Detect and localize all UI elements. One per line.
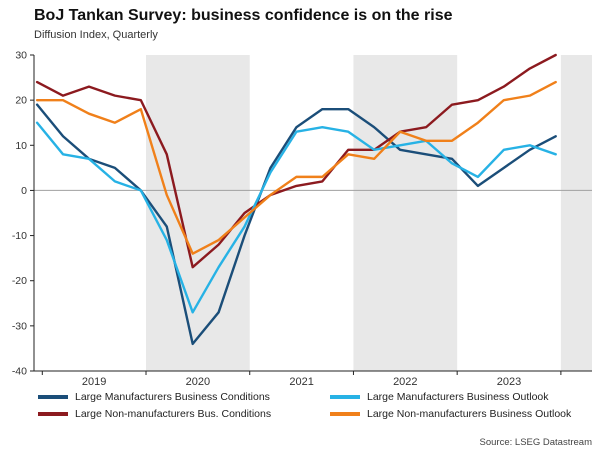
y-tick-label: 20 (15, 95, 27, 107)
y-tick-label: 0 (21, 185, 27, 197)
y-tick-label: -10 (12, 230, 27, 242)
year-shading-band (560, 55, 592, 371)
chart-header: BoJ Tankan Survey: business confidence i… (0, 0, 600, 41)
year-shading-band (146, 55, 250, 371)
year-shading-band (353, 55, 458, 371)
y-tick-label: 10 (15, 140, 27, 152)
x-tick-label: 2019 (82, 376, 106, 388)
x-tick-label: 2023 (497, 376, 521, 388)
chart-legend: Large Manufacturers Business Conditions … (0, 389, 600, 420)
x-tick-label: 2021 (289, 376, 313, 388)
y-tick-label: 30 (15, 50, 27, 62)
legend-label: Large Manufacturers Business Outlook (367, 391, 549, 403)
series-line-2 (35, 121, 557, 314)
legend-item: Large Non-manufacturers Bus. Conditions (38, 408, 330, 420)
series-line-1 (35, 53, 557, 269)
chart-title: BoJ Tankan Survey: business confidence i… (34, 7, 453, 24)
series-line-0 (35, 103, 557, 346)
legend-item: Large Non-manufacturers Business Outlook (330, 408, 592, 420)
y-tick-label: -20 (12, 275, 27, 287)
legend-label: Large Manufacturers Business Conditions (75, 391, 270, 403)
source-credit: Source: LSEG Datastream (479, 437, 592, 448)
legend-item: Large Manufacturers Business Outlook (330, 391, 592, 403)
legend-swatch (38, 395, 68, 399)
tankan-line-chart: 30 20 10 0 -10 -20 -30 -40 2019 2020 2021 2022 2023 (12, 50, 592, 388)
legend-label: Large Non-manufacturers Bus. Conditions (75, 408, 272, 420)
legend-label: Large Non-manufacturers Business Outlook (367, 408, 572, 420)
y-tick-label: -40 (12, 366, 27, 378)
legend-swatch (330, 395, 360, 399)
chart-subtitle: Diffusion Index, Quarterly (34, 29, 158, 41)
y-tick-label: -30 (12, 320, 27, 332)
x-tick-label: 2022 (393, 376, 417, 388)
x-tick-label: 2020 (186, 376, 210, 388)
legend-swatch (330, 412, 360, 416)
legend-item: Large Manufacturers Business Conditions (38, 391, 330, 403)
legend-swatch (38, 412, 68, 416)
series-line-3 (35, 80, 557, 255)
